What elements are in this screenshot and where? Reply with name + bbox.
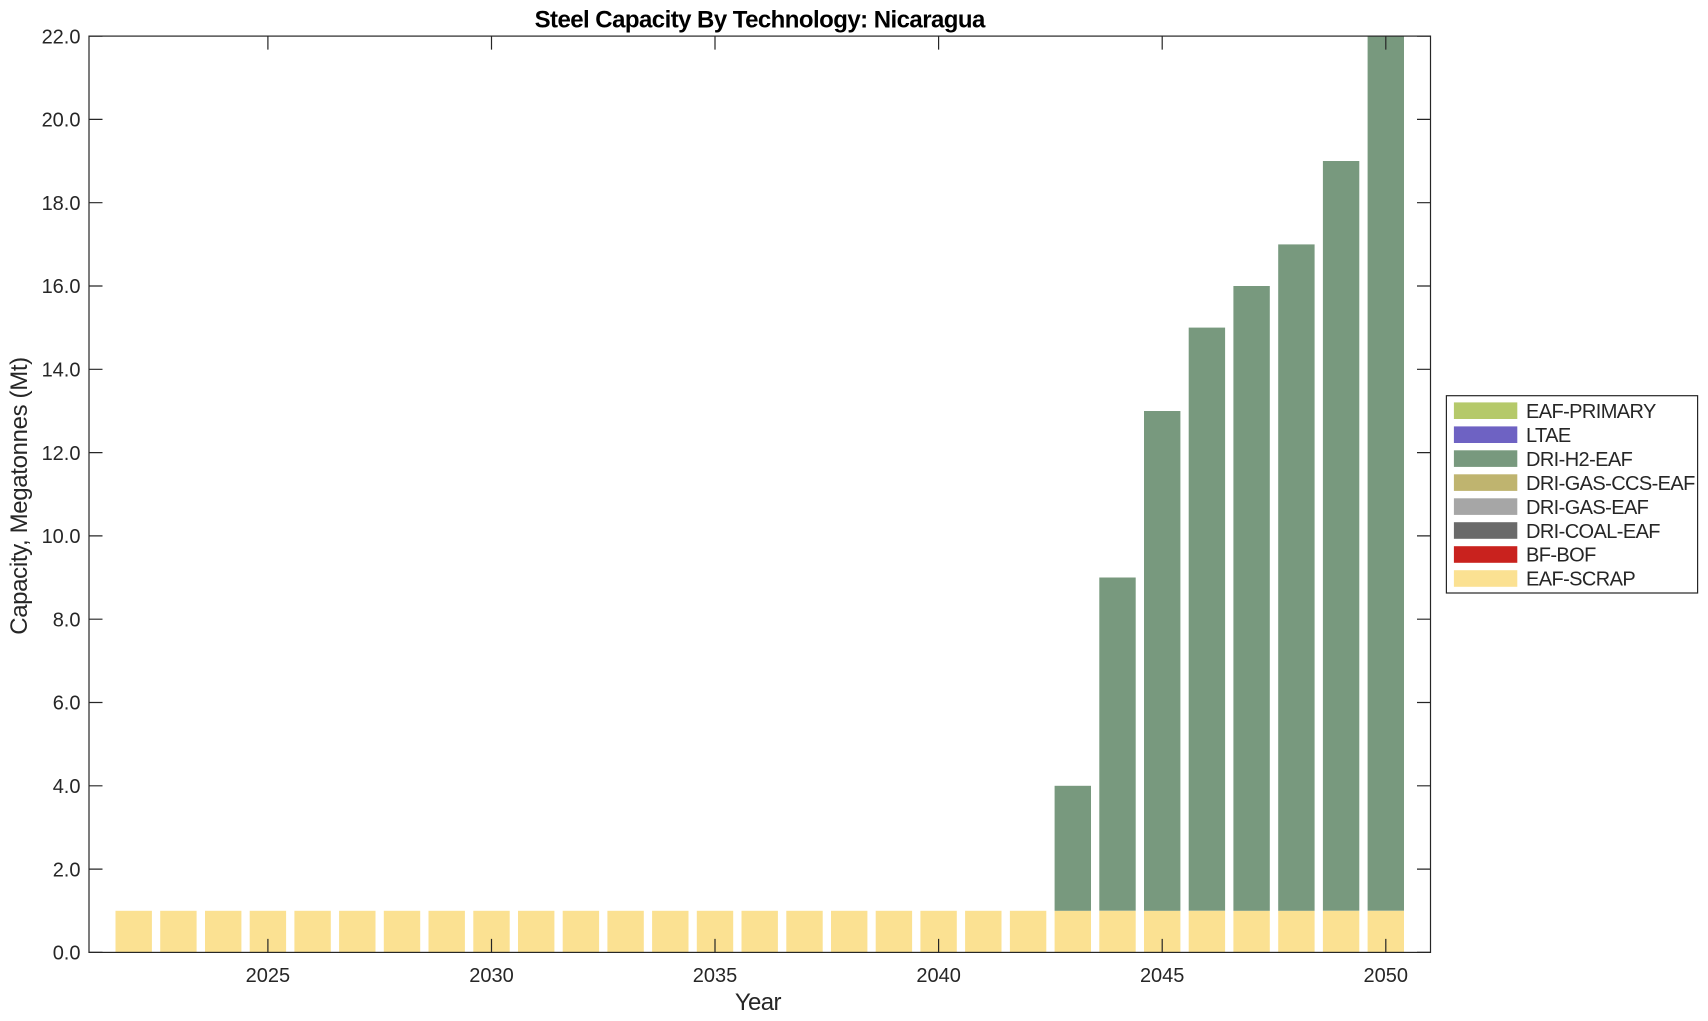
svg-text:2.0: 2.0	[53, 859, 81, 881]
svg-text:14.0: 14.0	[42, 360, 81, 382]
svg-text:DRI-H2-EAF: DRI-H2-EAF	[1526, 449, 1633, 471]
svg-text:8.0: 8.0	[53, 609, 81, 631]
svg-text:LTAE: LTAE	[1526, 425, 1571, 447]
svg-text:16.0: 16.0	[42, 276, 81, 298]
svg-text:22.0: 22.0	[42, 26, 81, 48]
svg-text:20.0: 20.0	[42, 110, 81, 132]
svg-text:EAF-SCRAP: EAF-SCRAP	[1526, 569, 1635, 591]
svg-text:EAF-PRIMARY: EAF-PRIMARY	[1526, 401, 1656, 423]
svg-text:12.0: 12.0	[42, 443, 81, 465]
svg-text:10.0: 10.0	[42, 526, 81, 548]
svg-text:2025: 2025	[246, 965, 291, 987]
svg-text:4.0: 4.0	[53, 776, 81, 798]
svg-text:2045: 2045	[1140, 965, 1185, 987]
svg-text:0.0: 0.0	[53, 943, 81, 965]
svg-text:2030: 2030	[469, 965, 514, 987]
svg-text:DRI-GAS-EAF: DRI-GAS-EAF	[1526, 497, 1649, 519]
svg-text:Year: Year	[735, 989, 782, 1016]
svg-text:2040: 2040	[916, 965, 961, 987]
svg-text:2035: 2035	[693, 965, 738, 987]
svg-text:18.0: 18.0	[42, 193, 81, 215]
svg-text:DRI-GAS-CCS-EAF: DRI-GAS-CCS-EAF	[1526, 473, 1695, 495]
svg-text:DRI-COAL-EAF: DRI-COAL-EAF	[1526, 521, 1660, 543]
svg-text:2050: 2050	[1364, 965, 1409, 987]
svg-text:Steel Capacity By Technology:: Steel Capacity By Technology: Nicaragua	[535, 7, 986, 34]
svg-text:BF-BOF: BF-BOF	[1526, 545, 1596, 567]
svg-text:6.0: 6.0	[53, 693, 81, 715]
svg-text:Capacity, Megatonnes (Mt): Capacity, Megatonnes (Mt)	[6, 357, 33, 635]
